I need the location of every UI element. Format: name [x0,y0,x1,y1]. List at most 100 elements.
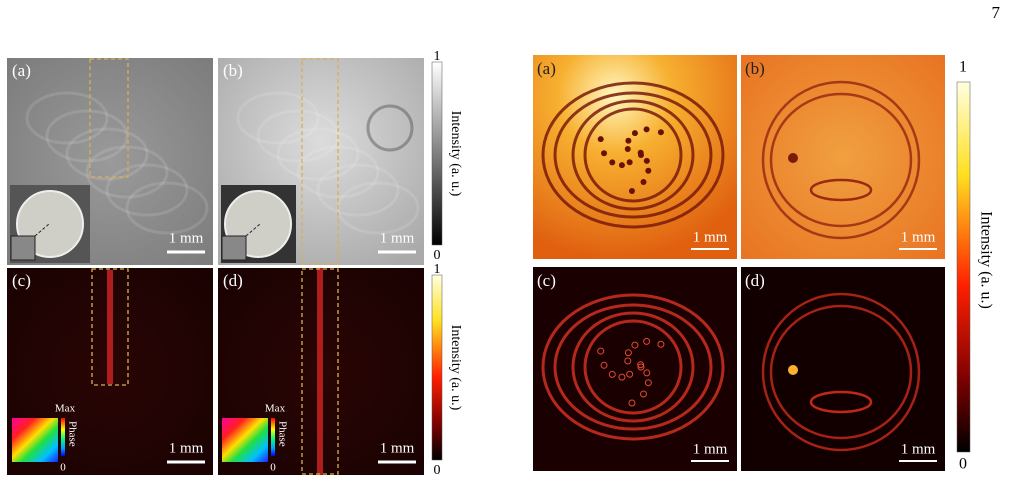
colorbar [956,81,971,453]
roi-box [89,58,129,178]
phase-min: 0 [270,462,276,474]
phase-wheel [222,418,268,462]
phase-label: Phase [276,421,288,447]
cell-dot [626,370,634,378]
texture-ring [45,109,129,163]
cell-dot [608,370,616,378]
scale-bar-label: 1 mm [693,441,728,457]
phase-min: 0 [60,462,66,474]
phase-max: Max [55,403,76,415]
texture-ring [105,163,189,217]
colorbar-min: 0 [434,463,441,478]
scale-bar-label: 1 mm [901,229,936,245]
cell-dot [643,369,651,377]
cell-dot [645,167,652,174]
cell-dot [643,337,651,345]
cell-dot [597,136,604,143]
cell-dot [640,179,647,186]
colorbar-label: Intensity (a. u.) [977,211,994,309]
cell-dot [644,379,652,387]
colorbar-max: 1 [959,59,967,76]
cell-dot [640,390,648,398]
cell-dot [628,187,635,194]
inset-pointer [245,223,261,237]
cell-dot [631,130,638,137]
inner-ring [809,390,873,414]
scale-bar-label: 1 mm [169,440,204,456]
signal-line [107,270,113,384]
bright-spot [788,153,798,163]
texture-ring [125,181,209,235]
panel-label: (d) [745,271,765,290]
cell-dot [624,349,632,357]
colorbar-min: 0 [434,248,441,263]
colorbar-max: 1 [434,49,441,64]
scale-bar-label: 1 mm [380,440,415,456]
phase-colorbar [271,418,275,456]
image-panel [533,267,737,471]
cell-dot [609,159,616,166]
cell-dot [618,162,625,169]
cell-dot [624,357,632,365]
scale-bar-label: 1 mm [169,230,204,246]
phase-label: Phase [66,421,78,447]
cell-dot [637,361,645,369]
scale-bar-label: 1 mm [380,230,415,246]
panel-label: (a) [12,61,31,80]
contour-ring [541,81,725,229]
cell-dot [643,157,650,164]
inner-ring [809,178,873,202]
phase-wheel [12,418,58,462]
colorbar [431,274,443,461]
page-number: 7 [992,3,1001,22]
contour-ring [553,303,713,431]
roi-box [91,268,129,386]
panel-label: (d) [223,271,243,290]
texture-ring [236,91,320,145]
inset-zoom [10,235,36,261]
phase-max: Max [265,403,286,415]
contour-ring [583,107,683,203]
inset-pointer [34,223,50,237]
cell-dot [631,341,639,349]
contour-ring [553,91,713,219]
contour-ring [769,304,913,440]
cell-dot [625,137,632,144]
cell-dot [626,159,633,166]
panel-label: (b) [223,61,243,80]
texture-ring [296,145,380,199]
panel-label: (b) [745,59,765,78]
panel-label: (c) [537,271,556,290]
colorbar-label: Intensity (a. u.) [448,111,463,197]
cell-dot [657,340,665,348]
signal-line [317,268,323,475]
texture-ring [65,127,149,181]
texture-ring [25,91,109,145]
colorbar-max: 1 [434,262,441,277]
roi-box [301,268,339,475]
image-panel [533,55,737,259]
texture-ring [276,127,360,181]
contour-ring [571,311,695,423]
contour-ring [571,99,695,211]
panel-label: (a) [537,59,556,78]
scale-bar-label: 1 mm [693,229,728,245]
cell-dot [628,399,636,407]
contour-ring [541,293,725,441]
contour-ring [583,319,683,415]
panel-label: (c) [12,271,31,290]
colorbar-label: Intensity (a. u.) [448,325,463,411]
bright-spot [788,365,798,375]
cell-dot [624,145,631,152]
inset-zoom [221,235,247,261]
phase-colorbar [61,418,65,456]
cell-dot [618,373,626,381]
colorbar [431,61,443,246]
texture-ring [85,145,169,199]
contour-ring [761,80,921,240]
cell-dot [637,149,644,156]
cell-dot [600,361,608,369]
cell-dot [597,347,605,355]
